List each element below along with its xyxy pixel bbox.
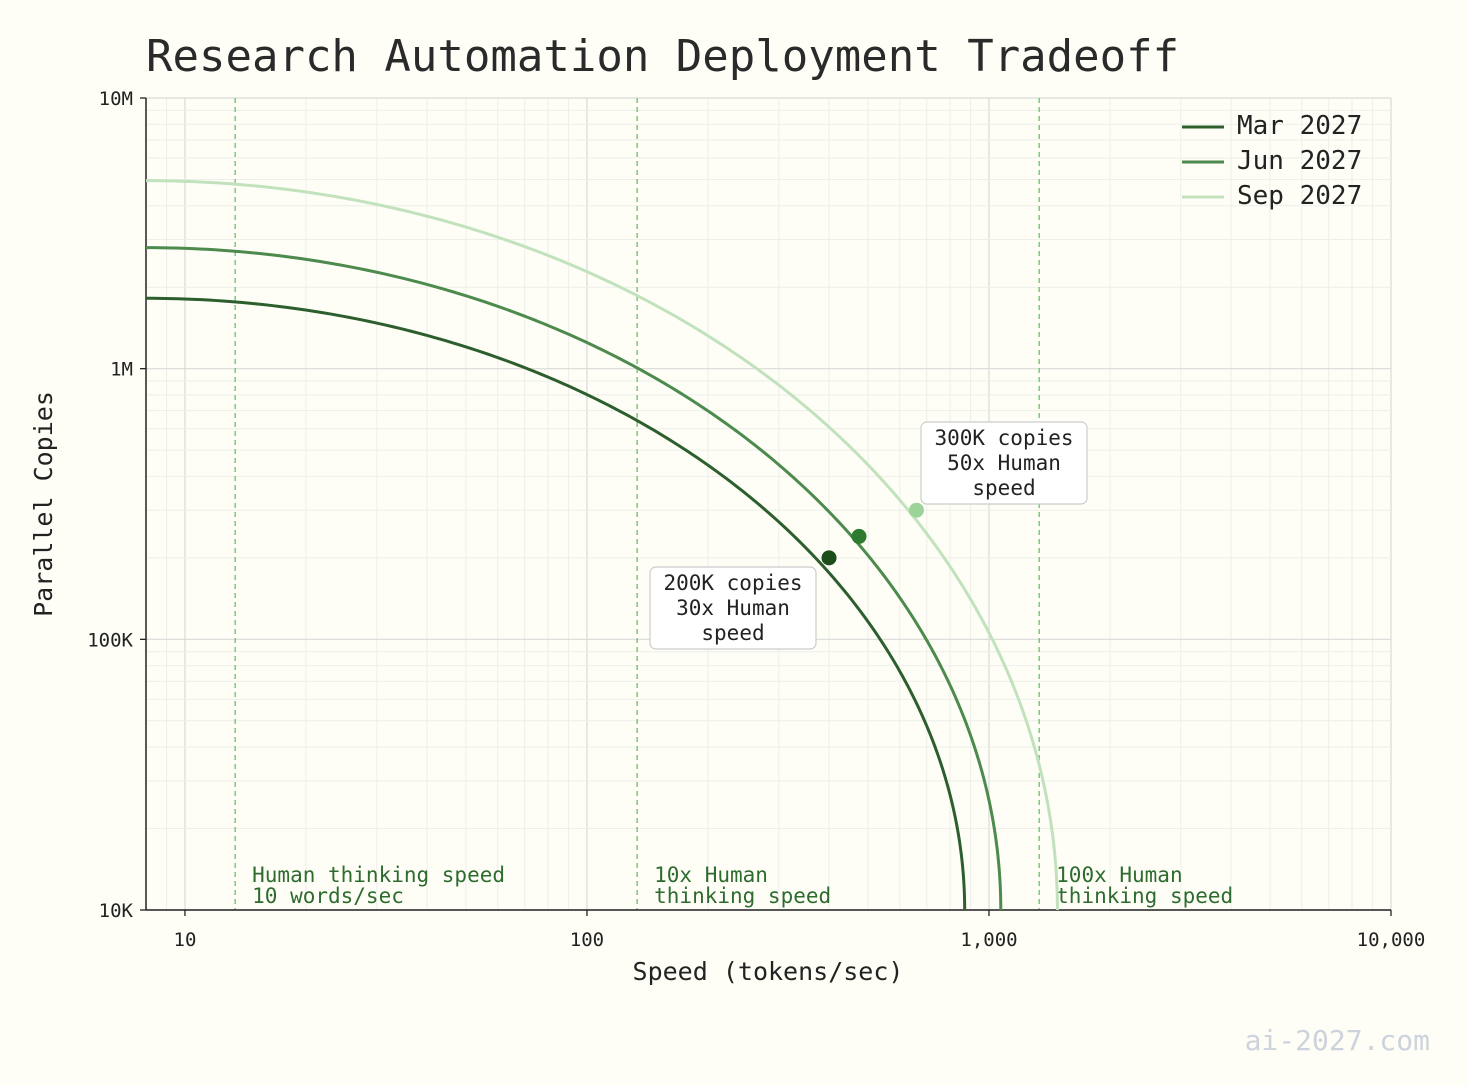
legend: Mar 2027 Jun 2027 Sep 2027	[1182, 111, 1362, 211]
annotation-background	[920, 421, 1088, 505]
series-line	[145, 296, 967, 911]
legend-label: Mar 2027	[1237, 111, 1362, 141]
reference-label: 10 words/sec	[252, 884, 404, 908]
x-tick-label: 10	[174, 929, 197, 951]
series-line	[145, 246, 1003, 911]
y-tick-label: 10K	[99, 900, 134, 922]
reference-label: thinking speed	[654, 884, 831, 908]
annotation-text: 30x Human	[676, 596, 790, 620]
x-tick-label: 100	[570, 929, 604, 951]
y-tick-label: 100K	[87, 629, 133, 651]
reference-label: 10x Human	[654, 863, 768, 887]
axes	[145, 98, 1391, 911]
series-marker	[851, 528, 867, 544]
y-tick-label: 1M	[110, 359, 133, 381]
x-tick-label: 1,000	[960, 929, 1017, 951]
y-tick-label: 10M	[99, 88, 133, 110]
annotation-text: 200K copies	[663, 571, 802, 595]
annotation-text: 50x Human	[947, 451, 1061, 475]
annotation-background	[649, 566, 817, 650]
reference-label: thinking speed	[1056, 884, 1233, 908]
x-axis-label: Speed (tokens/sec)	[633, 957, 904, 986]
legend-label: Jun 2027	[1237, 146, 1362, 176]
series-marker	[908, 502, 924, 518]
x-tick-label: 10,000	[1357, 929, 1426, 951]
markers	[821, 502, 924, 566]
reference-label: 100x Human	[1056, 863, 1182, 887]
legend-label: Sep 2027	[1237, 181, 1362, 211]
grid	[145, 97, 1392, 911]
y-axis-label: Parallel Copies	[29, 391, 58, 617]
annotation-text: 300K copies	[934, 426, 1073, 450]
tick-labels: 10 100 1,000 10,000 10K 100K 1M 10M	[87, 88, 1425, 951]
series-line	[145, 179, 1059, 911]
reference-label: Human thinking speed	[252, 863, 505, 887]
annotation-text: speed	[701, 621, 764, 645]
watermark: ai-2027.com	[1245, 1024, 1430, 1057]
annotation-text: speed	[972, 476, 1035, 500]
series	[145, 179, 1059, 911]
chart-title: Research Automation Deployment Tradeoff	[146, 31, 1179, 82]
series-marker	[821, 550, 837, 566]
